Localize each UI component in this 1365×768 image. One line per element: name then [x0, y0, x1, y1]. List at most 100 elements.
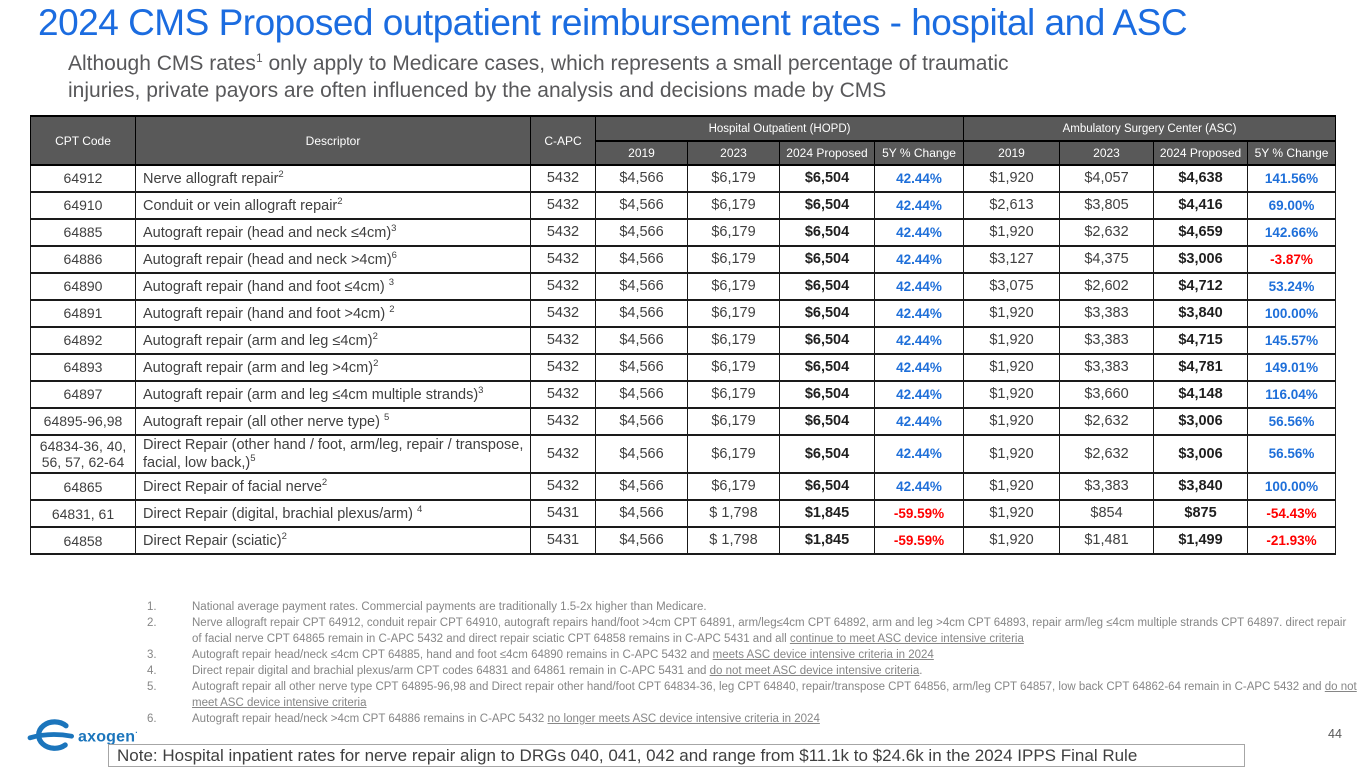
hopd-2024-proposed-cell: $6,504	[779, 272, 875, 301]
page-title: 2024 CMS Proposed outpatient reimburseme…	[38, 2, 1188, 43]
capc-cell: 5432	[530, 353, 596, 382]
hopd-2024-proposed-cell: $1,845	[779, 499, 875, 529]
cpt-code-cell: 64893	[30, 353, 136, 382]
capc-cell: 5432	[530, 272, 596, 301]
asc-5y-change-cell: 56.56%	[1247, 407, 1337, 436]
asc-5y-change-cell: 69.00%	[1247, 191, 1337, 220]
axogen-logo: axogen·	[26, 716, 138, 758]
asc-2019-cell: $1,920	[963, 472, 1061, 502]
asc-2023-cell: $854	[1059, 499, 1155, 529]
asc-2024-proposed-cell: $3,006	[1153, 245, 1249, 274]
asc-2024-proposed-cell: $4,638	[1153, 164, 1249, 193]
hopd-2024-proposed-cell: $6,504	[779, 433, 875, 475]
asc-2024-proposed-cell: $4,148	[1153, 380, 1249, 409]
hopd-2019-cell: $4,566	[595, 272, 688, 301]
hopd-2019-cell: $4,566	[595, 164, 688, 193]
hopd-2019-cell: $4,566	[595, 407, 688, 436]
table-row: 64890 Autograft repair (hand and foot ≤4c…	[30, 272, 1337, 301]
hopd-2019-cell: $4,566	[595, 191, 688, 220]
hopd-2023-cell: $6,179	[687, 407, 780, 436]
descriptor-cell: Autograft repair (hand and foot >4cm) 2	[135, 299, 531, 328]
asc-2019-cell: $1,920	[963, 407, 1061, 436]
descriptor-cell: Direct Repair (digital, brachial plexus/…	[135, 499, 531, 529]
asc-2023-cell: $4,375	[1059, 245, 1155, 274]
table-row: 64897 Autograft repair (arm and leg ≤4cm …	[30, 380, 1337, 409]
asc-2023-cell: $1,481	[1059, 526, 1155, 556]
col-header-descriptor: Descriptor	[135, 115, 531, 166]
col-header-asc-2023: 2023	[1059, 140, 1155, 166]
asc-5y-change-cell: 56.56%	[1247, 433, 1337, 475]
hopd-5y-change-cell: 42.44%	[873, 272, 965, 301]
capc-cell: 5432	[530, 407, 596, 436]
footnote-number: 5.	[147, 681, 157, 693]
capc-cell: 5431	[530, 526, 596, 556]
hopd-2024-proposed-cell: $6,504	[779, 472, 875, 502]
asc-2024-proposed-cell: $3,006	[1153, 407, 1249, 436]
hopd-2023-cell: $6,179	[687, 353, 780, 382]
asc-2023-cell: $2,602	[1059, 272, 1155, 301]
footnote: 3. Autograft repair head/neck ≤4cm CPT 64…	[147, 647, 1359, 663]
hopd-5y-change-cell: -59.59%	[873, 526, 965, 556]
capc-cell: 5432	[530, 164, 596, 193]
hopd-2023-cell: $6,179	[687, 472, 780, 502]
table-row: 64865 Direct Repair of facial nerve2 5432 $…	[30, 472, 1337, 502]
capc-cell: 5431	[530, 499, 596, 529]
hopd-2023-cell: $6,179	[687, 245, 780, 274]
footnote: 5. Autograft repair all other nerve type …	[147, 679, 1359, 711]
footnote-number: 4.	[147, 665, 157, 677]
footnote: 2. Nerve allograft repair CPT 64912, cond…	[147, 615, 1359, 647]
asc-2024-proposed-cell: $1,499	[1153, 526, 1249, 556]
asc-2019-cell: $1,920	[963, 380, 1061, 409]
hopd-5y-change-cell: 42.44%	[873, 380, 965, 409]
table-row: 64912 Nerve allograft repair2 5432 $4,566 $6…	[30, 164, 1337, 193]
footnote-text: Autograft repair head/neck >4cm CPT 6488…	[192, 713, 820, 725]
cpt-code-cell: 64897	[30, 380, 136, 409]
hopd-2019-cell: $4,566	[595, 472, 688, 502]
asc-2019-cell: $3,127	[963, 245, 1061, 274]
capc-cell: 5432	[530, 218, 596, 247]
group-header-asc: Ambulatory Surgery Center (ASC)	[963, 115, 1337, 142]
hopd-5y-change-cell: 42.44%	[873, 326, 965, 355]
table-row: 64891 Autograft repair (hand and foot >4c…	[30, 299, 1337, 328]
asc-2019-cell: $1,920	[963, 433, 1061, 475]
capc-cell: 5432	[530, 380, 596, 409]
asc-2024-proposed-cell: $875	[1153, 499, 1249, 529]
hopd-5y-change-cell: 42.44%	[873, 245, 965, 274]
reimbursement-rates-table: CPT Code Descriptor C-APC Hospital Outpa…	[30, 115, 1337, 556]
table-row: 64831, 61 Direct Repair (digital, brachia…	[30, 499, 1337, 529]
hopd-2024-proposed-cell: $6,504	[779, 245, 875, 274]
hopd-2024-proposed-cell: $6,504	[779, 326, 875, 355]
page-number: 44	[1328, 727, 1342, 741]
asc-2019-cell: $1,920	[963, 218, 1061, 247]
footnote-number: 1.	[147, 601, 157, 613]
hopd-2023-cell: $6,179	[687, 218, 780, 247]
cpt-code-cell: 64910	[30, 191, 136, 220]
cpt-code-cell: 64865	[30, 472, 136, 502]
asc-5y-change-cell: 116.04%	[1247, 380, 1337, 409]
cpt-code-cell: 64858	[30, 526, 136, 556]
hopd-2023-cell: $6,179	[687, 191, 780, 220]
hopd-2024-proposed-cell: $6,504	[779, 407, 875, 436]
hopd-2024-proposed-cell: $1,845	[779, 526, 875, 556]
hopd-2023-cell: $6,179	[687, 164, 780, 193]
hopd-2024-proposed-cell: $6,504	[779, 164, 875, 193]
footnote: 1. National average payment rates. Commer…	[147, 599, 1359, 615]
asc-2019-cell: $1,920	[963, 299, 1061, 328]
subtitle-part1: Although CMS rates	[68, 52, 256, 75]
capc-cell: 5432	[530, 245, 596, 274]
rates-table-body: 64912 Nerve allograft repair2 5432 $4,566 $6…	[30, 164, 1337, 556]
hopd-2024-proposed-cell: $6,504	[779, 218, 875, 247]
hopd-2023-cell: $ 1,798	[687, 526, 780, 556]
asc-2024-proposed-cell: $4,416	[1153, 191, 1249, 220]
asc-2024-proposed-cell: $4,712	[1153, 272, 1249, 301]
footnote-text: Autograft repair head/neck ≤4cm CPT 6488…	[192, 649, 934, 661]
asc-2024-proposed-cell: $3,006	[1153, 433, 1249, 475]
table-row: 64895-96,98 Autograft repair (all other n…	[30, 407, 1337, 436]
asc-2019-cell: $1,920	[963, 164, 1061, 193]
descriptor-cell: Autograft repair (arm and leg ≤4cm)2	[135, 326, 531, 355]
asc-5y-change-cell: -54.43%	[1247, 499, 1337, 529]
asc-2019-cell: $1,920	[963, 326, 1061, 355]
footnote-number: 2.	[147, 617, 157, 629]
hopd-2019-cell: $4,566	[595, 499, 688, 529]
cpt-code-cell: 64886	[30, 245, 136, 274]
